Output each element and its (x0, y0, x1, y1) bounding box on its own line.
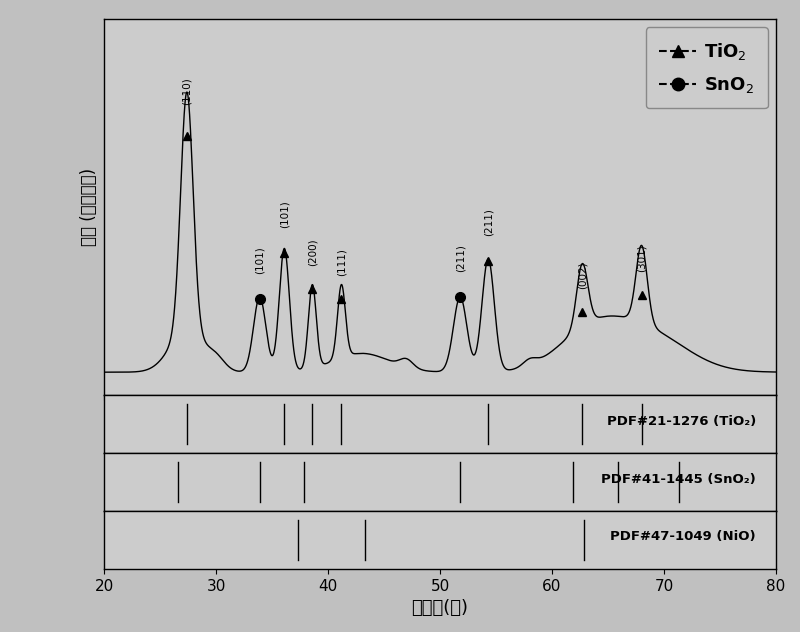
Text: (211): (211) (483, 209, 493, 236)
Y-axis label: 强度 (任意单位): 强度 (任意单位) (81, 168, 98, 246)
Text: PDF#41-1445 (SnO₂): PDF#41-1445 (SnO₂) (601, 473, 756, 485)
Text: (200): (200) (307, 238, 318, 265)
Text: PDF#47-1049 (NiO): PDF#47-1049 (NiO) (610, 530, 756, 544)
Text: (111): (111) (337, 248, 346, 276)
Text: (101): (101) (279, 200, 290, 228)
Text: (101): (101) (254, 246, 265, 274)
Text: (211): (211) (455, 244, 465, 272)
Text: (110): (110) (182, 77, 192, 105)
Legend: TiO$_2$, SnO$_2$: TiO$_2$, SnO$_2$ (646, 27, 768, 108)
Text: PDF#21-1276 (TiO₂): PDF#21-1276 (TiO₂) (606, 415, 756, 428)
Text: (301): (301) (637, 244, 646, 272)
Text: (002): (002) (578, 261, 587, 289)
X-axis label: 衍射角(度): 衍射角(度) (411, 599, 469, 617)
